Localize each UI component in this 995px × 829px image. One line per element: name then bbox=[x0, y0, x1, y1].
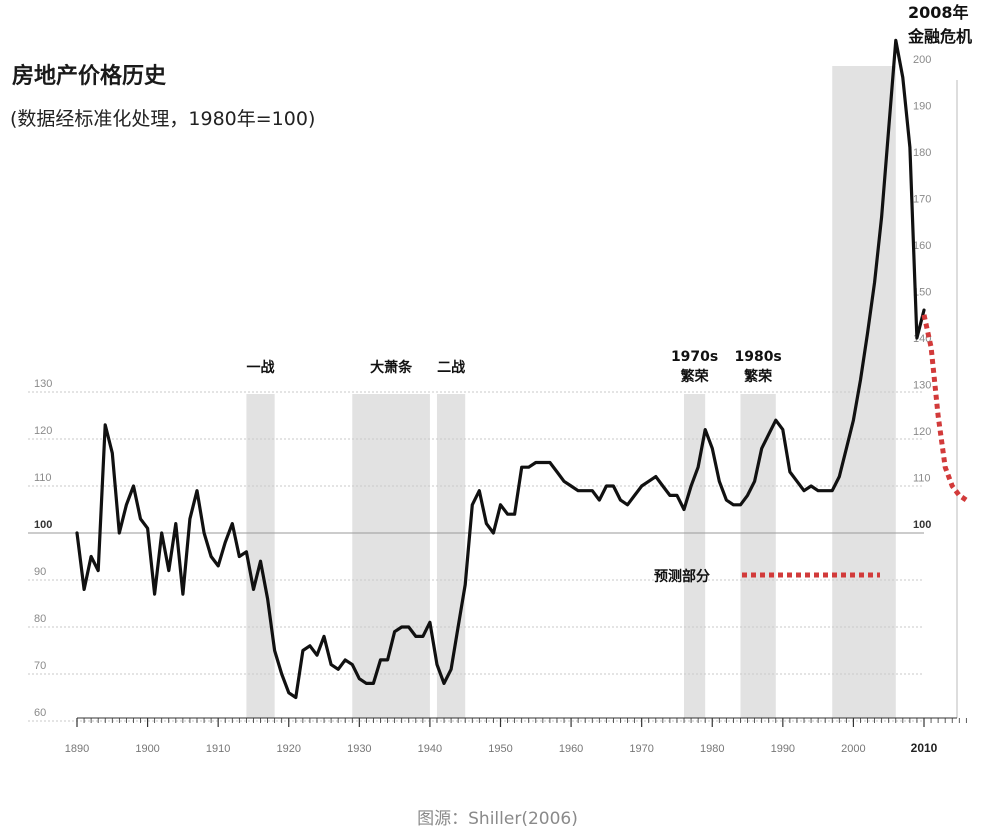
shaded-period-3 bbox=[684, 394, 706, 718]
period-label-2: 二战 bbox=[437, 359, 465, 376]
x-tick-label-2000: 2000 bbox=[841, 743, 865, 755]
y-tick-label-70: 70 bbox=[34, 660, 46, 672]
source-caption: 图源：Shiller(2006) bbox=[417, 809, 578, 829]
y-right-tick-label-180: 180 bbox=[913, 147, 931, 159]
y-tick-label-60: 60 bbox=[34, 707, 46, 719]
annotation-1: 预测部分 bbox=[654, 568, 710, 585]
x-tick-label-1890: 1890 bbox=[65, 743, 89, 755]
y-right-tick-label-130: 130 bbox=[913, 380, 931, 392]
series-line-1 bbox=[921, 314, 968, 503]
y-right-tick-label-100: 100 bbox=[913, 519, 931, 531]
y-tick-label-100: 100 bbox=[34, 519, 52, 531]
x-tick-label-1980: 1980 bbox=[700, 743, 724, 755]
y-right-tick-label-190: 190 bbox=[913, 101, 931, 113]
y-tick-label-130: 130 bbox=[34, 378, 52, 390]
period-label-0: 一战 bbox=[247, 359, 275, 376]
shaded-period-0 bbox=[246, 394, 275, 718]
x-tick-label-1930: 1930 bbox=[347, 743, 371, 755]
chart-subtitle: (数据经标准化处理，1980年=100) bbox=[10, 108, 316, 130]
x-tick-label-1960: 1960 bbox=[559, 743, 583, 755]
x-tick-label-1940: 1940 bbox=[418, 743, 442, 755]
period-label-4: 1980s 繁荣 bbox=[734, 349, 781, 385]
shaded-period-4 bbox=[740, 394, 776, 718]
period-label-1: 大萧条 bbox=[370, 359, 413, 376]
x-tick-label-1910: 1910 bbox=[206, 743, 230, 755]
shaded-periods bbox=[246, 66, 896, 718]
series-line-0 bbox=[75, 38, 926, 700]
y-tick-label-110: 110 bbox=[34, 472, 52, 484]
y-tick-label-90: 90 bbox=[34, 566, 46, 578]
y-right-tick-label-110: 110 bbox=[913, 473, 931, 485]
y-right-tick-label-160: 160 bbox=[913, 240, 931, 252]
y-axis-left: 60 70 80 90 100 110 120 130 bbox=[34, 378, 52, 719]
y-right-tick-label-200: 200 bbox=[913, 54, 931, 66]
chart-title: 房地产价格历史 bbox=[12, 64, 167, 89]
x-tick-label-1970: 1970 bbox=[629, 743, 653, 755]
series-layer bbox=[75, 38, 968, 700]
x-tick-label-1900: 1900 bbox=[135, 743, 159, 755]
x-tick-label-2010: 2010 bbox=[911, 741, 938, 755]
x-tick-label-1990: 1990 bbox=[771, 743, 795, 755]
y-right-tick-label-120: 120 bbox=[913, 426, 931, 438]
y-right-tick-label-170: 170 bbox=[913, 194, 931, 206]
y-right-tick-label-150: 150 bbox=[913, 287, 931, 299]
annotation-0: 2008年金融危机 bbox=[907, 3, 972, 46]
x-tick-label-1950: 1950 bbox=[488, 743, 512, 755]
y-tick-label-80: 80 bbox=[34, 613, 46, 625]
period-label-3: 1970s 繁荣 bbox=[671, 349, 718, 385]
gridlines bbox=[28, 391, 924, 722]
y-tick-label-120: 120 bbox=[34, 425, 52, 437]
x-axis: 1890 1900 1910 1920 1930 1940 1950 1960 1970 1980… bbox=[65, 717, 967, 755]
x-tick-label-1920: 1920 bbox=[277, 743, 301, 755]
shaded-period-1 bbox=[352, 394, 430, 718]
